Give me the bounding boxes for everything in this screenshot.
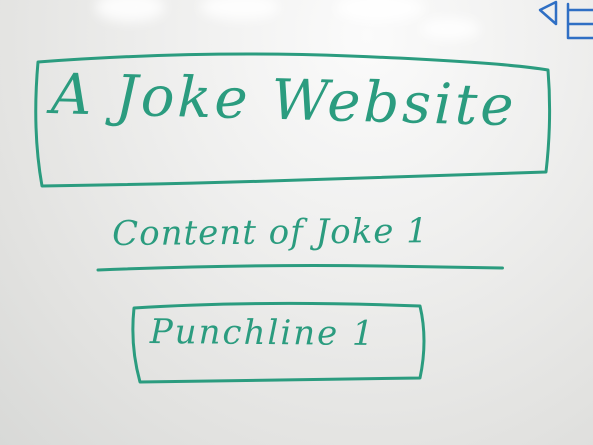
punchline-box (131, 301, 426, 384)
punchline-text: Punchline 1 (149, 312, 376, 354)
light-glare (420, 18, 480, 40)
light-glare (200, 0, 280, 20)
title-text: A Joke Website (50, 62, 518, 140)
edge-drawing (538, 0, 558, 26)
edge-drawing (566, 2, 593, 40)
content-underline (96, 264, 504, 272)
light-glare (95, 0, 165, 22)
joke-content-text: Content of Joke 1 (112, 211, 430, 254)
title-box (34, 52, 552, 188)
light-glare (335, 0, 425, 22)
